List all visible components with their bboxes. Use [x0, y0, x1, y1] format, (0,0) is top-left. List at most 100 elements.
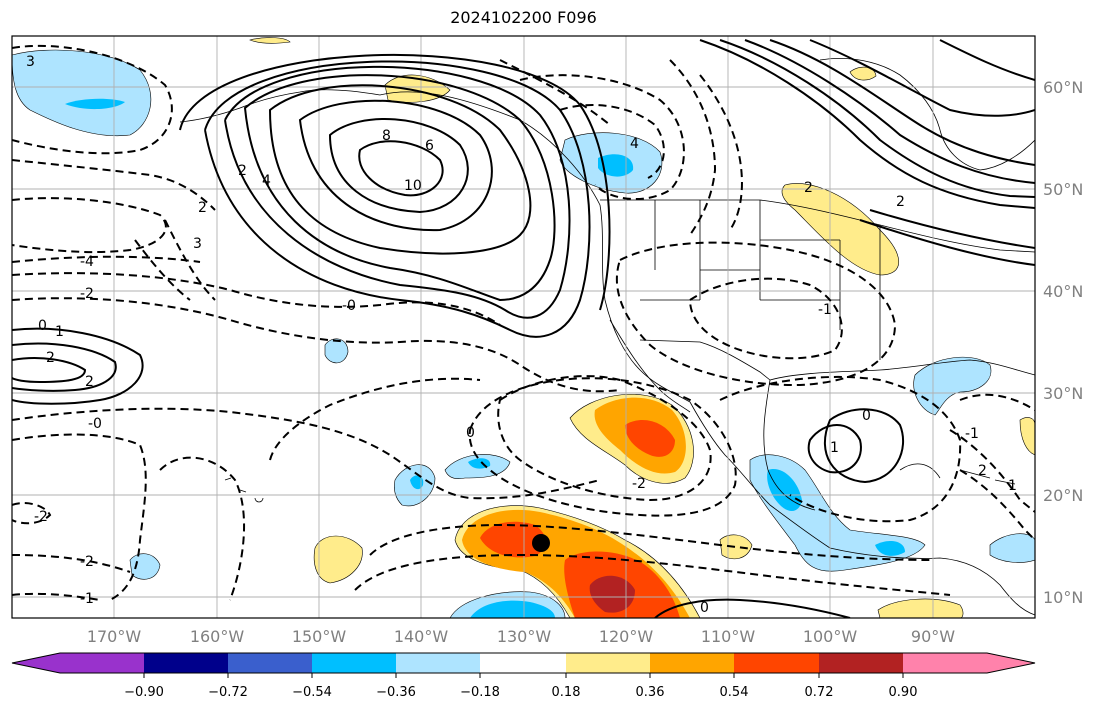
- contour-line: [939, 39, 1035, 81]
- contour-label: -2: [632, 476, 646, 492]
- contour-label: 4: [262, 173, 271, 189]
- contour-line: [699, 39, 1035, 209]
- contour-line: [12, 272, 501, 326]
- latitude-labels: 60°N 50°N 40°N 30°N 20°N 10°N: [1043, 78, 1083, 607]
- colorbar-tick-label: −0.54: [292, 685, 332, 700]
- map-frame: [11, 35, 1036, 619]
- contour-line: [688, 277, 843, 360]
- negative-anomaly-area: [12, 49, 152, 137]
- positive-anomaly-area: [1019, 417, 1035, 456]
- contour-line: [824, 408, 905, 484]
- contour-line: [354, 553, 951, 596]
- colorbar-segment: [903, 653, 988, 673]
- contour-label: 3: [193, 236, 202, 252]
- colorbar-tick-label: 0.72: [805, 685, 834, 700]
- contour-label: 0: [862, 408, 871, 424]
- contour-label: -1: [965, 426, 979, 442]
- contour-label: 3: [26, 54, 35, 70]
- contour-line: [159, 456, 246, 601]
- colorbar-tick-label: −0.72: [208, 685, 248, 700]
- contour-line: [468, 377, 737, 517]
- contour-label: -0: [342, 298, 356, 314]
- contour-label: 0: [466, 425, 475, 441]
- colorbar-tick-label: 0.36: [636, 685, 665, 700]
- storm-center-dot: [532, 534, 550, 552]
- lat-label-40n: 40°N: [1043, 282, 1083, 301]
- lon-label-160w: 160°W: [190, 627, 245, 646]
- contour-label-layer: 3 4 2 2 6 8 10 4 2 3 -4 -2 0 1 2 2 -0 0 …: [26, 54, 1017, 616]
- colorbar-segment: [819, 653, 904, 673]
- contour-label: -1: [80, 591, 94, 607]
- contour-label: 10: [404, 178, 422, 194]
- colorbar-segment: [228, 653, 313, 673]
- contour-line: [12, 159, 216, 211]
- contour-label: 2: [198, 200, 207, 216]
- lon-label-100w: 100°W: [803, 627, 858, 646]
- contour-line: [12, 197, 167, 254]
- yucatan-coast: [899, 463, 941, 479]
- contour-label: -1: [818, 302, 832, 318]
- negative-anomaly-area: [324, 338, 349, 364]
- contour-line: [12, 433, 147, 601]
- contour-line: [654, 598, 851, 618]
- contour-line: [12, 255, 201, 263]
- lat-label-10n: 10°N: [1043, 588, 1083, 607]
- lon-label-130w: 130°W: [497, 627, 552, 646]
- colorbar-tick-label: −0.18: [460, 685, 500, 700]
- contour-label: 0: [38, 318, 47, 334]
- contour-label: 2: [978, 463, 987, 479]
- map-title: 2024102200 F096: [450, 8, 597, 27]
- contour-line: [769, 39, 1035, 166]
- contour-line: [369, 523, 931, 561]
- lon-label-120w: 120°W: [599, 627, 654, 646]
- negative-anomaly-area: [129, 553, 161, 580]
- us-mexico-border: [639, 339, 771, 381]
- contour-line: [559, 104, 665, 179]
- contour-label: -2: [80, 554, 94, 570]
- contour-line: [719, 39, 1035, 198]
- contour-label: -2: [34, 509, 48, 525]
- contour-line: [268, 84, 532, 255]
- contour-line: [699, 74, 743, 231]
- strong-positive-anomaly-area: [480, 521, 546, 558]
- lat-label-30n: 30°N: [1043, 384, 1083, 403]
- contour-label: -4: [80, 254, 94, 270]
- contour-line: [179, 53, 611, 311]
- colorbar-segment: [59, 653, 145, 673]
- contour-line: [12, 554, 131, 573]
- contour-label: 2: [804, 180, 813, 196]
- lon-label-110w: 110°W: [701, 627, 756, 646]
- contour-line: [12, 297, 621, 393]
- lat-label-50n: 50°N: [1043, 180, 1083, 199]
- contour-line: [949, 429, 1035, 513]
- contour-label: 1: [1008, 478, 1017, 494]
- lon-label-150w: 150°W: [292, 627, 347, 646]
- contour-label: 2: [85, 374, 94, 390]
- strong-negative-anomaly-area: [598, 154, 634, 177]
- contour-line: [744, 39, 1035, 184]
- contour-line: [12, 502, 52, 525]
- positive-contours: [12, 39, 1035, 618]
- colorbar-segment: [566, 653, 651, 673]
- contour-label: 2: [896, 194, 905, 210]
- baja-california-coast: [609, 319, 691, 413]
- positive-anomaly-area: [313, 535, 363, 584]
- lon-label-140w: 140°W: [394, 627, 449, 646]
- contour-line: [12, 44, 173, 155]
- colorbar-segment: [144, 653, 229, 673]
- negative-anomaly-area: [989, 533, 1035, 563]
- contour-line: [328, 118, 469, 214]
- negative-contours: [12, 44, 1035, 601]
- strong-positive-anomaly-area: [625, 420, 675, 457]
- contour-line: [298, 99, 493, 232]
- contour-line: [269, 377, 481, 461]
- contour-label: 0: [700, 600, 709, 616]
- hudson-bay-coast: [819, 57, 1035, 171]
- contour-line: [959, 393, 1035, 411]
- contour-line: [809, 39, 1035, 117]
- contour-line: [859, 219, 1035, 266]
- positive-anomaly-area: [849, 66, 877, 81]
- colorbar-extend-high: [987, 653, 1035, 673]
- contour-line: [134, 239, 191, 301]
